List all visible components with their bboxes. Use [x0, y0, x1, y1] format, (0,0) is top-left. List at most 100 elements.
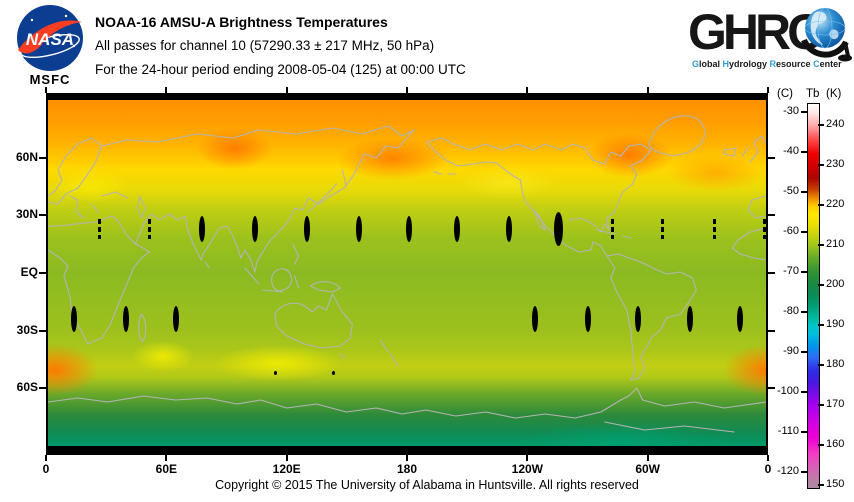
lon-tick-top [285, 87, 288, 93]
colorbar-c-label: -40 [783, 145, 799, 158]
data-gap-mark [660, 218, 664, 239]
data-gap-mark [98, 218, 102, 239]
colorbar [807, 103, 820, 489]
data-gap-mark [762, 218, 766, 239]
colorbar-k-label: 220 [826, 198, 845, 210]
lat-tick-left [39, 329, 46, 332]
lon-tick-bottom [165, 455, 168, 461]
colorbar-c-tick [801, 311, 807, 314]
nasa-logo: NASA MSFC [10, 2, 90, 90]
data-gap-mark [405, 215, 412, 242]
colorbar-c-tick [801, 111, 807, 114]
lat-tick-left [39, 156, 46, 159]
ghrc-tagline: Global Hydrology Resource Center [692, 59, 852, 69]
lat-tick-right [768, 214, 775, 217]
ghrc-tagline-initial: H [722, 59, 730, 69]
data-gap-mark [122, 306, 129, 333]
lat-tick-left [39, 272, 46, 274]
lon-tick-top [165, 87, 168, 93]
data-gap-mark [585, 306, 592, 333]
ghrc-tagline-word: lobal [699, 59, 723, 69]
page-period: For the 24-hour period ending 2008-05-04… [95, 62, 466, 77]
data-gap-mark [505, 215, 512, 242]
data-gap-mark [531, 306, 538, 333]
plot-titles: NOAA-16 AMSU-A Brightness Temperatures A… [95, 10, 655, 82]
colorbar-k-tick [818, 164, 824, 166]
lat-tick-right [768, 387, 775, 390]
colorbar-k-tick [818, 444, 824, 446]
data-gap-mark [331, 370, 335, 375]
colorbar-k-tick [818, 484, 824, 486]
colorbar-c-tick [801, 351, 807, 354]
colorbar-title-tb: Tb [806, 88, 820, 100]
data-gap-mark [554, 211, 564, 246]
data-gap-mark [273, 370, 277, 375]
lon-tick-bottom [45, 455, 47, 461]
ghrc-acronym: GHRC [688, 4, 823, 60]
colorbar-k-tick [818, 124, 824, 126]
colorbar-c-label: -70 [783, 265, 799, 278]
data-gap-mark [356, 215, 363, 242]
colorbar-unit-c: (C) [777, 88, 793, 100]
lon-tick-bottom [646, 455, 649, 461]
lon-label: 120W [511, 462, 543, 476]
copyright-line: Copyright © 2015 The University of Alaba… [215, 478, 639, 492]
lon-label: 0 [764, 462, 772, 476]
data-gap-mark [148, 218, 152, 239]
colorbar-c-label: -30 [783, 105, 799, 118]
colorbar-k-label: 230 [826, 158, 845, 170]
colorbar-k-label: 180 [826, 358, 845, 370]
lat-tick-right [768, 272, 775, 274]
lat-label: 30S [16, 322, 38, 337]
colorbar-c-label: -120 [776, 465, 799, 478]
ghrc-logo: GHRC Global Hydrology Resource Center [686, 4, 854, 74]
temperature-field [48, 100, 766, 446]
colorbar-k-label: 240 [826, 118, 845, 130]
data-gap-mark [712, 218, 716, 239]
data-gap-mark [252, 215, 259, 242]
lon-tick-top [45, 87, 47, 93]
nasa-insignia-icon: NASA [17, 5, 83, 71]
lon-tick-bottom [526, 455, 529, 461]
lat-label: 30N [15, 207, 38, 222]
lat-label: 60S [16, 380, 38, 395]
lat-label: EQ [20, 265, 38, 279]
colorbar-k-tick [818, 324, 824, 326]
lon-label: 60E [155, 462, 177, 476]
lon-label: 180 [396, 462, 418, 476]
ghrc-tagline-word: ydrology [729, 59, 770, 69]
lon-label: 60W [635, 462, 660, 476]
page-title: NOAA-16 AMSU-A Brightness Temperatures [95, 14, 388, 30]
ghrc-tagline-initial: R [769, 59, 777, 69]
colorbar-k-tick [818, 364, 824, 366]
colorbar-k-tick [818, 244, 824, 246]
ghrc-tagline-word: enter [819, 59, 842, 69]
colorbar-k-label: 210 [826, 238, 845, 250]
ghrc-tagline-initial: G [692, 59, 700, 69]
data-gap-mark [737, 306, 744, 333]
colorbar-c-tick [801, 271, 807, 274]
data-gap-mark [70, 306, 77, 333]
data-gap-mark [610, 218, 614, 239]
colorbar-k-label: 200 [826, 278, 845, 290]
colorbar-k-label: 190 [826, 318, 845, 330]
colorbar-c-label: -90 [783, 345, 799, 358]
colorbar-c-tick [801, 191, 807, 194]
lat-tick-right [768, 329, 775, 332]
colorbar-c-label: -50 [783, 185, 799, 198]
msfc-label: MSFC [29, 72, 71, 87]
data-gap-mark [172, 306, 179, 333]
lon-tick-bottom [767, 455, 769, 461]
colorbar-k-tick [818, 404, 824, 406]
colorbar-c-label: -80 [783, 305, 799, 318]
colorbar-unit-k: (K) [826, 88, 842, 100]
colorbar-c-label: -110 [777, 425, 799, 438]
colorbar-c-label: -60 [783, 225, 799, 238]
data-gap-mark [687, 306, 694, 333]
ghrc-tagline-initial: C [813, 59, 820, 69]
colorbar-c-tick [801, 431, 807, 434]
colorbar-c-label: -100 [776, 385, 799, 398]
lat-tick-right [768, 156, 775, 159]
colorbar-c-tick [801, 231, 807, 234]
